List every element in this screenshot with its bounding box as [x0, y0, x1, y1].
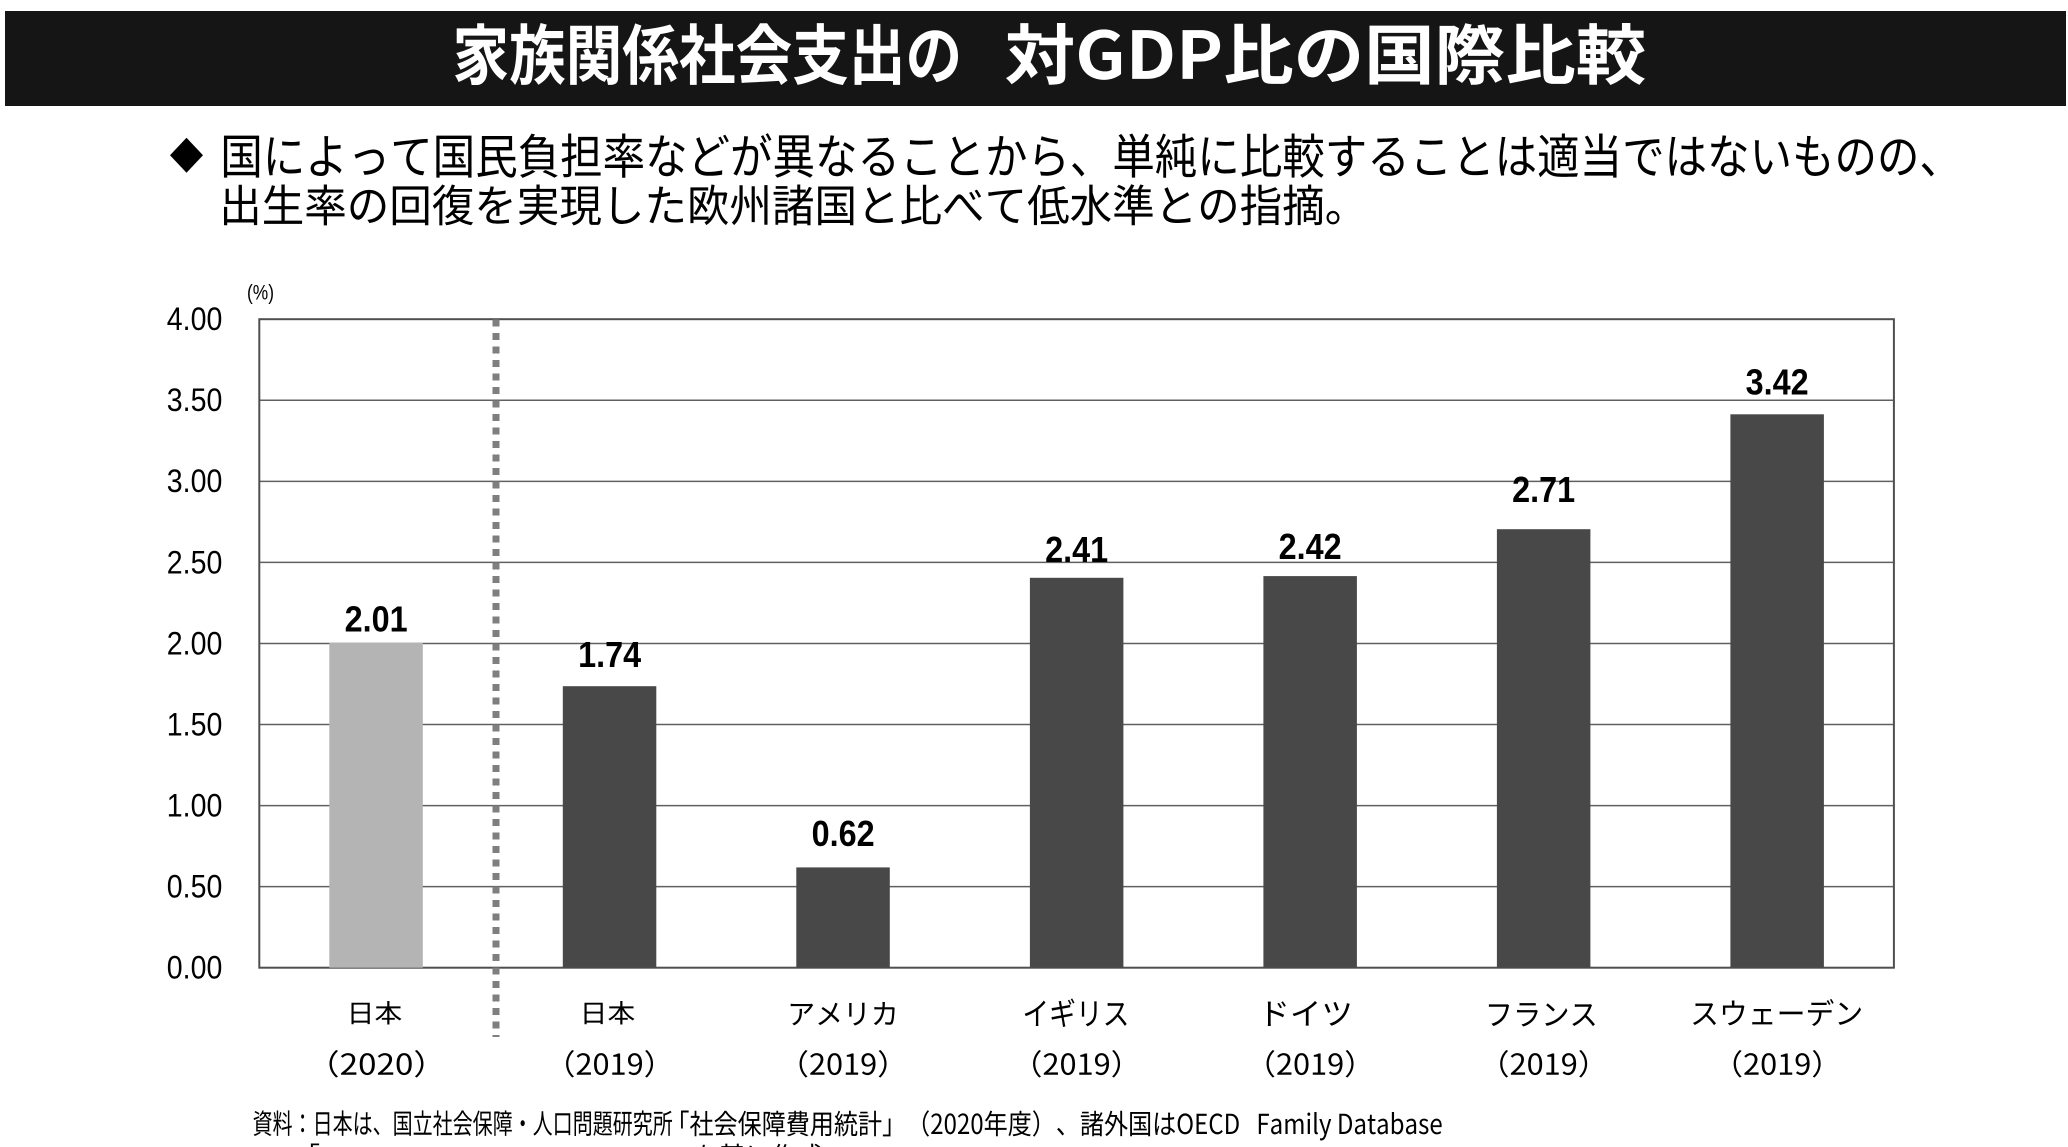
svg-text:1.00: 1.00 [167, 788, 223, 824]
svg-text:0.50: 0.50 [167, 869, 223, 905]
svg-text:0.00: 0.00 [167, 950, 223, 986]
svg-text:3.42: 3.42 [1746, 362, 1809, 403]
svg-text:3.00: 3.00 [167, 463, 223, 499]
svg-text:2.42: 2.42 [1279, 526, 1342, 567]
svg-text:2.00: 2.00 [167, 625, 223, 661]
svg-text:2.01: 2.01 [345, 599, 408, 640]
svg-text:3.50: 3.50 [167, 382, 223, 418]
svg-text:2.50: 2.50 [167, 544, 223, 580]
svg-text:0.62: 0.62 [812, 813, 875, 854]
svg-text:(%): (%) [247, 282, 274, 305]
svg-text:2.71: 2.71 [1512, 469, 1575, 510]
svg-text:1.50: 1.50 [167, 706, 223, 742]
svg-text:4.00: 4.00 [167, 301, 223, 337]
svg-text:1.74: 1.74 [578, 634, 641, 675]
svg-text:2.41: 2.41 [1045, 529, 1108, 570]
